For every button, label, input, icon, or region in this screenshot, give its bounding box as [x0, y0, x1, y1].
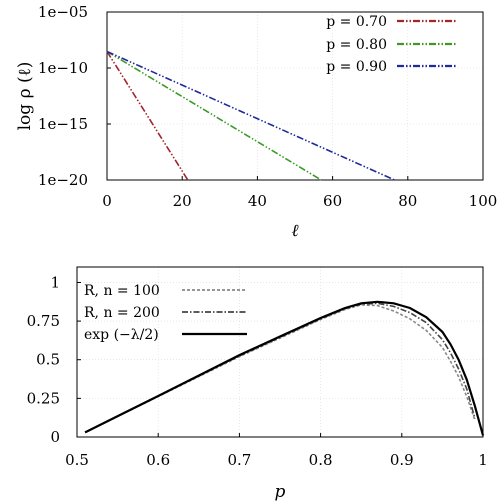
plot-frame	[76, 266, 484, 438]
series-line-2	[84, 302, 476, 434]
x-tick-label: 1	[478, 451, 488, 469]
x-tick-label: 0	[102, 192, 112, 210]
x-tick-label: 20	[173, 192, 192, 210]
series-line-3	[84, 300, 485, 436]
x-tick-label: 60	[323, 192, 342, 210]
x-tick-label: 80	[398, 192, 417, 210]
series-line-1	[84, 304, 476, 434]
legend-label-1: R, n = 100	[84, 283, 160, 299]
series-line-2	[106, 50, 322, 181]
series-line-1	[106, 51, 189, 181]
legend-label-2: p = 0.80	[326, 37, 387, 53]
y-tick-label: 1e−10	[38, 59, 88, 77]
x-tick-label: 0.7	[227, 451, 251, 469]
y-tick-label: 0	[50, 428, 60, 446]
y-tick-label: 1e−05	[38, 3, 88, 21]
y-tick-label: 1	[50, 273, 60, 291]
x-tick-label: 40	[248, 192, 267, 210]
series-line-3	[106, 50, 395, 181]
plot-frame	[106, 11, 484, 181]
x-tick-label: 100	[469, 192, 498, 210]
y-tick-label: 0.5	[36, 351, 60, 369]
bottom-chart: 0.5 0.6 0.7 0.8 0.9 1 0 0.25 0.5 0.75 1 R, n = 100 R…	[27, 266, 488, 502]
x-tick-label: 0.6	[146, 451, 170, 469]
x-tick-label: 0.8	[309, 451, 333, 469]
legend-label-2: R, n = 200	[84, 305, 160, 321]
legend-label-3: exp (−λ/2)	[84, 327, 159, 343]
legend-label-3: p = 0.90	[326, 59, 387, 75]
x-tick-label: 0.9	[390, 451, 414, 469]
y-tick-label: 0.75	[27, 312, 60, 330]
y-tick-label: 0.25	[27, 389, 60, 407]
y-axis-label: log ρ (ℓ)	[15, 62, 35, 131]
y-tick-label: 1e−20	[38, 171, 88, 189]
legend-label-1: p = 0.70	[326, 14, 387, 30]
x-axis-label: ℓ	[291, 221, 298, 241]
x-tick-label: 0.5	[65, 451, 89, 469]
top-chart: 0 20 40 60 80 100 1e−05 1e−10 1e−15 1e−20 p = 0.70…	[15, 3, 497, 241]
y-tick-label: 1e−15	[38, 115, 88, 133]
x-axis-label: p	[275, 482, 286, 502]
